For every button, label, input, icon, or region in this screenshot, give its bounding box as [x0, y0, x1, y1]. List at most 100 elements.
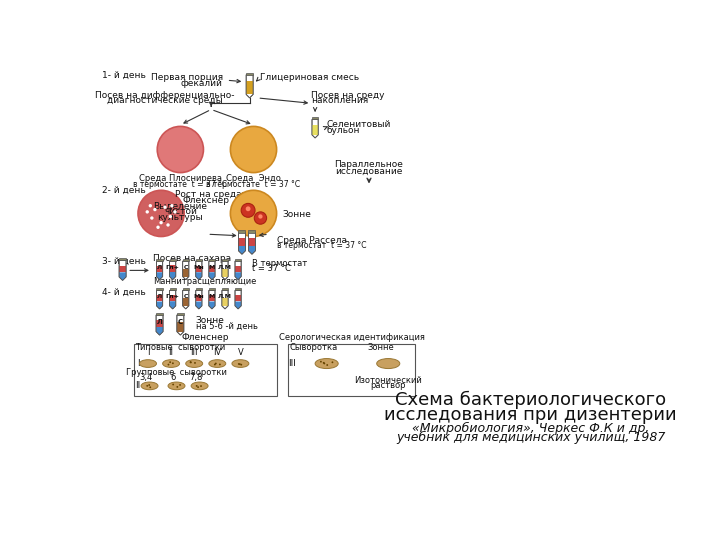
Polygon shape	[170, 266, 176, 272]
Text: в термостат  t = 37 °C: в термостат t = 37 °C	[276, 241, 366, 250]
Text: Л: Л	[157, 265, 162, 270]
Text: С: С	[184, 265, 188, 270]
Polygon shape	[119, 266, 126, 272]
Polygon shape	[235, 288, 241, 291]
Ellipse shape	[377, 359, 400, 369]
Circle shape	[168, 364, 169, 366]
Circle shape	[172, 383, 174, 386]
Circle shape	[149, 386, 151, 388]
Circle shape	[254, 212, 266, 224]
Text: I: I	[137, 359, 139, 368]
Text: Посев на среду: Посев на среду	[311, 91, 384, 100]
Polygon shape	[238, 233, 246, 254]
Text: «Микробиология», Черкес Ф.К и др,: «Микробиология», Черкес Ф.К и др,	[412, 422, 649, 435]
Text: II: II	[168, 348, 174, 357]
Polygon shape	[170, 261, 176, 280]
Text: на 5-6 -й день: на 5-6 -й день	[196, 322, 258, 331]
Text: Л: Л	[157, 294, 162, 299]
Polygon shape	[156, 327, 163, 335]
Text: Среда Плоснирева: Среда Плоснирева	[139, 174, 222, 183]
Polygon shape	[248, 246, 256, 254]
Text: Селенитовый: Селенитовый	[327, 120, 391, 130]
Circle shape	[145, 210, 149, 213]
Polygon shape	[183, 288, 189, 291]
Polygon shape	[156, 295, 163, 301]
Polygon shape	[209, 291, 215, 309]
Circle shape	[179, 384, 181, 386]
Text: 1- й день: 1- й день	[102, 71, 145, 80]
Circle shape	[190, 361, 192, 363]
Text: Среда Рассела: Среда Рассела	[276, 236, 346, 245]
Polygon shape	[156, 301, 163, 309]
Circle shape	[153, 208, 157, 211]
Polygon shape	[235, 295, 241, 301]
Text: Серологическая идентификация: Серологическая идентификация	[279, 333, 425, 342]
Polygon shape	[312, 125, 318, 135]
Circle shape	[197, 386, 199, 388]
Text: учебник для медицинских училищ, 1987: учебник для медицинских училищ, 1987	[396, 431, 665, 444]
Text: t = 37 °C: t = 37 °C	[252, 265, 291, 273]
Text: III: III	[191, 348, 198, 357]
Text: Среда  Эндо: Среда Эндо	[226, 174, 281, 183]
Polygon shape	[209, 259, 215, 261]
Text: I: I	[147, 348, 149, 357]
Polygon shape	[156, 288, 163, 291]
Circle shape	[148, 384, 150, 386]
Circle shape	[215, 362, 217, 365]
Polygon shape	[235, 261, 241, 280]
Text: Мн: Мн	[194, 294, 204, 299]
Circle shape	[258, 214, 263, 219]
Text: В термостат: В термостат	[252, 259, 307, 268]
Polygon shape	[222, 288, 228, 291]
Polygon shape	[235, 266, 241, 272]
Circle shape	[138, 190, 184, 237]
Text: бульон: бульон	[327, 126, 360, 135]
Bar	[288, 343, 415, 396]
Polygon shape	[222, 291, 228, 309]
Text: С: С	[184, 294, 188, 299]
Ellipse shape	[168, 382, 185, 390]
Polygon shape	[156, 291, 163, 309]
Circle shape	[166, 223, 170, 227]
Polygon shape	[196, 291, 202, 309]
Polygon shape	[170, 291, 176, 309]
Polygon shape	[248, 231, 256, 233]
Polygon shape	[170, 288, 176, 291]
Text: М: М	[209, 265, 215, 270]
Circle shape	[326, 364, 328, 366]
Polygon shape	[196, 295, 202, 301]
Polygon shape	[183, 269, 189, 276]
Text: Изотонический: Изотонический	[354, 376, 422, 385]
Polygon shape	[209, 301, 215, 309]
Polygon shape	[156, 320, 163, 327]
Polygon shape	[183, 259, 189, 261]
Circle shape	[230, 190, 276, 237]
Polygon shape	[119, 258, 126, 260]
Polygon shape	[209, 288, 215, 291]
Text: чистой: чистой	[164, 207, 197, 217]
Text: 7,8: 7,8	[189, 373, 202, 382]
Text: раствор: раствор	[371, 381, 406, 390]
Text: в термостате  t = 37 °C: в термостате t = 37 °C	[207, 180, 300, 188]
Circle shape	[148, 204, 152, 207]
Polygon shape	[209, 272, 215, 280]
Text: Типовые  сыворотки: Типовые сыворотки	[135, 343, 225, 352]
Text: М: М	[209, 294, 215, 299]
Circle shape	[219, 363, 221, 366]
Ellipse shape	[315, 359, 338, 369]
Text: II: II	[135, 381, 140, 390]
Circle shape	[176, 386, 179, 388]
Polygon shape	[235, 259, 241, 261]
Circle shape	[214, 363, 216, 366]
Ellipse shape	[232, 360, 249, 367]
Polygon shape	[209, 261, 215, 280]
Polygon shape	[238, 238, 246, 246]
Text: Посев на дифференциально-: Посев на дифференциально-	[95, 91, 235, 100]
Polygon shape	[235, 272, 241, 280]
Ellipse shape	[209, 360, 226, 367]
Text: Фленснер: Фленснер	[181, 333, 229, 342]
Polygon shape	[238, 231, 246, 233]
Polygon shape	[235, 301, 241, 309]
Polygon shape	[156, 272, 163, 280]
Text: Л: Л	[157, 319, 163, 325]
